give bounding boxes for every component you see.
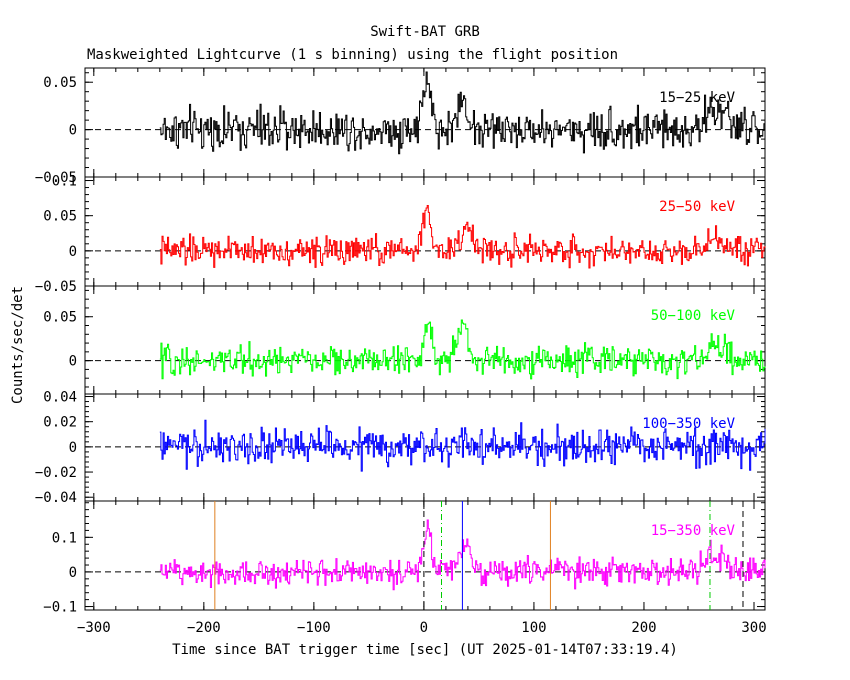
y-tick-label: 0.1 xyxy=(52,174,77,190)
panel-4: 0.04 0.02 0 −0.02 −0.04 100−350 keV xyxy=(35,390,766,506)
panel-frame xyxy=(84,285,766,395)
lightcurve-series xyxy=(159,319,766,380)
y-tick-label: −0.04 xyxy=(35,490,77,506)
chart-title: Swift-BAT GRB xyxy=(370,24,480,40)
x-tick-label: −200 xyxy=(187,620,221,636)
y-tick-label: 0.1 xyxy=(52,530,77,546)
y-tick-label: 0.05 xyxy=(43,75,77,91)
lightcurve-series xyxy=(159,71,766,155)
y-tick-label: 0 xyxy=(69,440,77,456)
band-label: 15−25 keV xyxy=(659,90,735,106)
panel-3: 0.05 0 50−100 keV xyxy=(43,285,766,395)
y-tick-label: −0.02 xyxy=(35,465,77,481)
y-tick-label: 0.05 xyxy=(43,209,77,225)
x-tick-label: 300 xyxy=(741,620,766,636)
x-tick-label: −100 xyxy=(297,620,331,636)
y-tick-label: 0.05 xyxy=(43,310,77,326)
x-tick-label: 0 xyxy=(420,620,428,636)
x-axis-label: Time since BAT trigger time [sec] (UT 20… xyxy=(172,642,678,658)
y-tick-label: 0 xyxy=(69,123,77,139)
y-tick-label: 0 xyxy=(69,354,77,370)
chart-subtitle: Maskweighted Lightcurve (1 s binning) us… xyxy=(87,47,618,63)
y-tick-label: 0.04 xyxy=(43,390,77,406)
x-tick-label: −300 xyxy=(77,620,111,636)
y-tick-label: −0.05 xyxy=(35,170,77,186)
y-tick-label: 0 xyxy=(69,244,77,260)
panels-group: 0.05 0 −0.05 15−25 keV 0.1 0.05 0 −0.05 25−50 ke… xyxy=(35,67,767,636)
y-tick-label: −0.1 xyxy=(43,600,77,616)
y-tick-label: −0.05 xyxy=(35,279,77,295)
y-tick-label: 0.02 xyxy=(43,415,77,431)
band-label: 100−350 keV xyxy=(642,416,735,432)
y-tick-label: 0 xyxy=(69,565,77,581)
lightcurve-series xyxy=(159,419,766,472)
panel-1: 0.05 0 −0.05 15−25 keV xyxy=(35,67,766,186)
lightcurve-series xyxy=(159,205,766,269)
x-tick-label: 200 xyxy=(631,620,656,636)
band-label: 50−100 keV xyxy=(651,308,736,324)
panel-2: 0.1 0.05 0 −0.05 25−50 keV xyxy=(35,174,766,295)
panel-5: 0.1 0 −0.1 15−350 keV xyxy=(43,500,766,616)
x-tick-label: 100 xyxy=(521,620,546,636)
panel-frame xyxy=(84,500,766,611)
band-label: 15−350 keV xyxy=(651,523,736,539)
panel-frame xyxy=(84,176,766,287)
lightcurve-series xyxy=(159,519,766,591)
y-axis-label: Counts/sec/det xyxy=(10,286,26,404)
band-label: 25−50 keV xyxy=(659,199,735,215)
